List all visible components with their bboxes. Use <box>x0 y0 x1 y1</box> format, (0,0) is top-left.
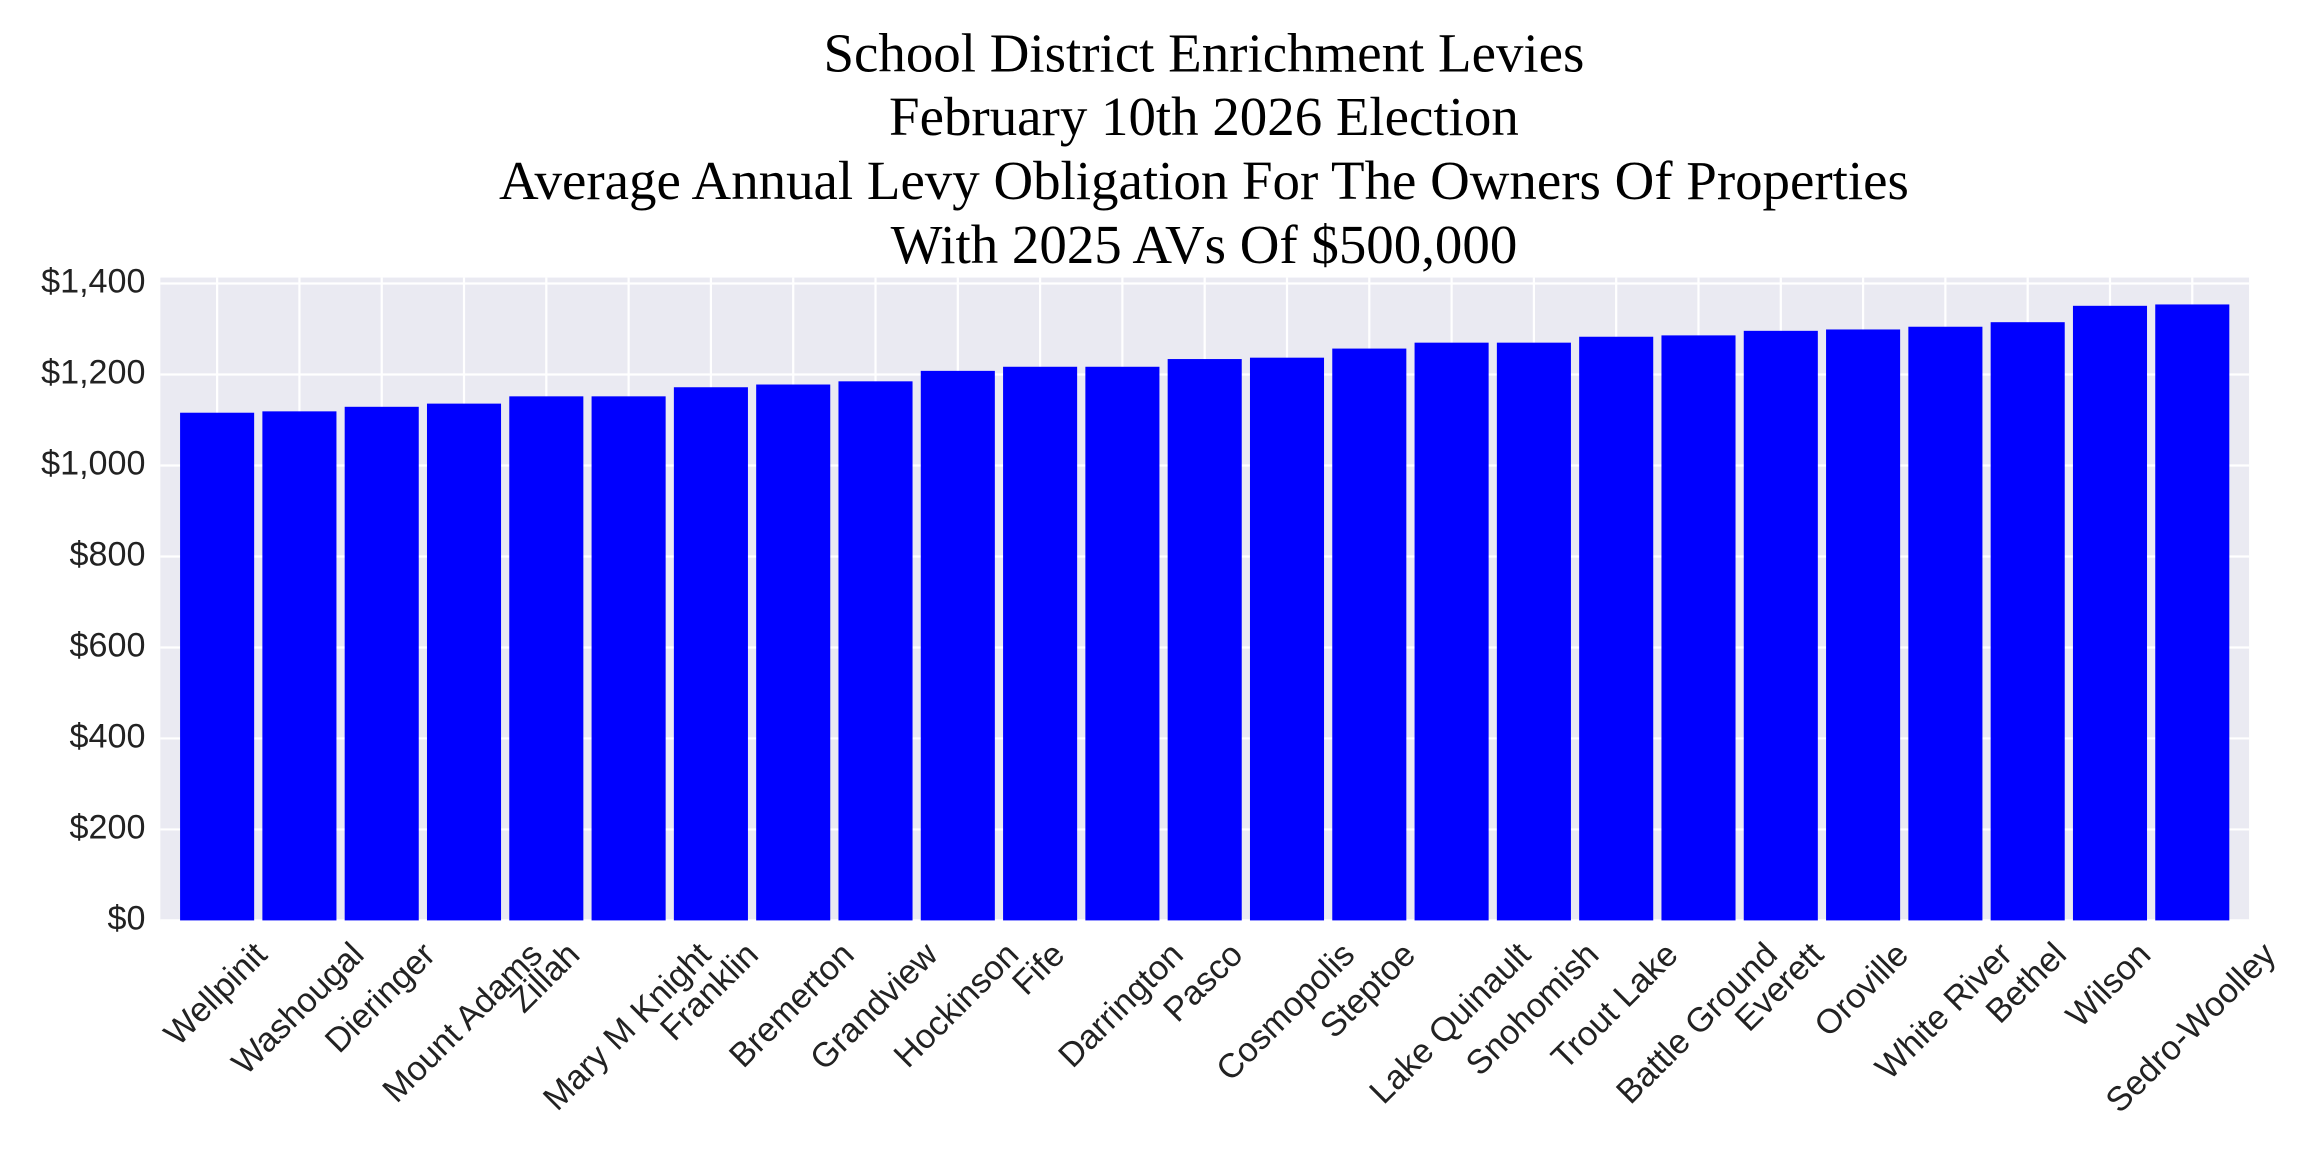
chart-title: School District Enrichment Levies <box>824 22 1585 83</box>
chart-title: Average Annual Levy Obligation For The O… <box>499 150 1909 211</box>
y-tick-label: $200 <box>70 808 146 846</box>
x-tick-label: Fife <box>1005 935 1072 1002</box>
bar <box>1496 342 1571 921</box>
y-tick-label: $600 <box>70 626 146 664</box>
bar <box>426 403 502 921</box>
bar <box>673 387 748 921</box>
bar <box>838 381 913 921</box>
bar <box>344 406 419 921</box>
chart-title: With 2025 AVs Of $500,000 <box>891 214 1518 275</box>
bar <box>591 396 666 921</box>
bar <box>509 396 584 921</box>
bar <box>1249 357 1325 921</box>
bar <box>1990 322 2065 921</box>
bar <box>1003 366 1078 921</box>
y-tick-label: $1,200 <box>41 354 145 392</box>
bar <box>1085 366 1160 921</box>
y-tick-label: $800 <box>70 535 146 573</box>
chart-title: February 10th 2026 Election <box>889 86 1519 147</box>
bar <box>180 412 255 921</box>
bar <box>2072 305 2148 921</box>
x-tick-label: Wilson <box>2059 935 2158 1034</box>
bar <box>1167 359 1242 921</box>
bar <box>1414 342 1489 921</box>
bar <box>1661 335 1736 921</box>
bar <box>1579 336 1654 921</box>
bar <box>756 384 831 921</box>
bar <box>1332 348 1407 921</box>
y-tick-label: $1,000 <box>41 445 145 483</box>
bars <box>180 304 2230 921</box>
y-tick-label: $0 <box>108 899 146 937</box>
y-tick-label: $400 <box>70 717 146 755</box>
bar <box>920 370 995 921</box>
bar <box>1908 326 1983 921</box>
bar <box>262 411 337 921</box>
bar <box>1826 329 1901 921</box>
bar <box>1743 330 1818 921</box>
bar <box>2155 304 2230 921</box>
y-tick-label: $1,400 <box>41 263 145 301</box>
